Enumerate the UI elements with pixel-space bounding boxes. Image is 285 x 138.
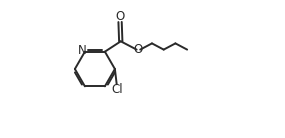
Text: N: N <box>78 44 87 58</box>
Text: O: O <box>115 10 125 23</box>
Text: O: O <box>134 43 143 56</box>
Text: Cl: Cl <box>111 83 123 96</box>
